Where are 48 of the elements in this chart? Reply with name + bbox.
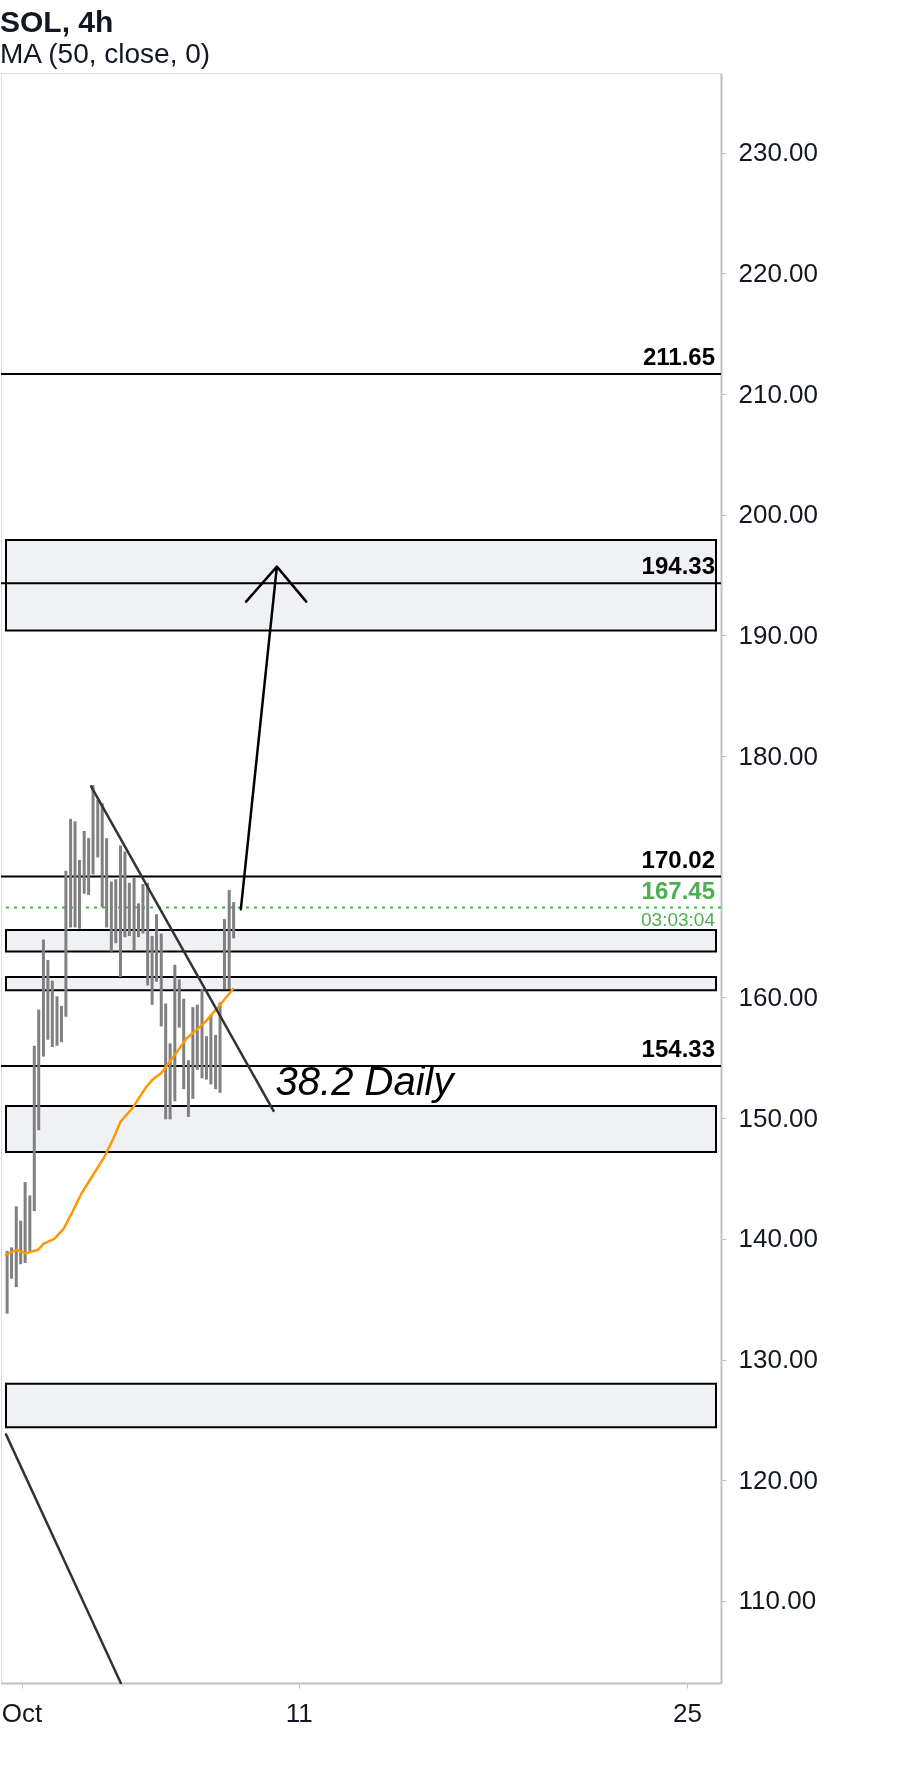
bar	[5, 1250, 9, 1314]
bar	[41, 939, 45, 1057]
bar	[222, 919, 226, 990]
y-tick-label: 220.00	[738, 257, 819, 288]
ref-line-label: 194.33	[641, 552, 715, 580]
bar	[200, 989, 204, 1079]
bar	[23, 1182, 27, 1263]
bar	[55, 996, 59, 1046]
y-tick-label: 140.00	[738, 1223, 819, 1254]
bar	[214, 1034, 218, 1090]
bar	[218, 1002, 222, 1093]
x-tick-label: 11	[285, 1697, 313, 1728]
bar	[119, 845, 122, 977]
bar	[82, 830, 86, 894]
chart-subtitle: MA (50, close, 0)	[0, 38, 211, 69]
bar	[109, 881, 113, 952]
ref-line-label: 211.65	[642, 343, 715, 371]
y-tick-label: 130.00	[738, 1344, 819, 1375]
y-tick-label: 230.00	[738, 137, 819, 168]
bar	[141, 884, 145, 934]
y-tick-label: 210.00	[738, 378, 819, 409]
bar	[69, 818, 73, 928]
line-series	[4, 987, 235, 1256]
bar	[73, 821, 77, 928]
annotation: 38.2 Daily	[275, 1058, 457, 1103]
bar	[14, 1206, 18, 1288]
y-tick-label: 150.00	[738, 1102, 819, 1133]
bar	[227, 890, 231, 990]
ref-line-label: 154.33	[641, 1034, 715, 1062]
x-tick-label: 25	[672, 1697, 702, 1728]
annotation: 03:03:04	[641, 908, 716, 930]
ref-line-label: 167.45	[641, 876, 715, 904]
bar	[127, 882, 131, 936]
y-tick-label: 190.00	[738, 619, 819, 650]
ref-line-label: 170.02	[641, 845, 715, 873]
y-tick-label: 180.00	[738, 740, 819, 771]
y-tick-label: 110.00	[738, 1585, 817, 1616]
y-tick-label: 120.00	[738, 1464, 819, 1495]
bar	[50, 980, 54, 1047]
bar	[91, 785, 95, 875]
y-tick-label: 160.00	[738, 981, 819, 1012]
bar	[195, 1004, 199, 1070]
bar	[146, 882, 150, 986]
chart-title: SOL, 4h	[0, 5, 114, 38]
bar	[209, 1014, 213, 1085]
x-tick-label: Oct	[1, 1697, 44, 1728]
bar	[132, 878, 136, 951]
y-tick-label: 200.00	[738, 499, 819, 530]
